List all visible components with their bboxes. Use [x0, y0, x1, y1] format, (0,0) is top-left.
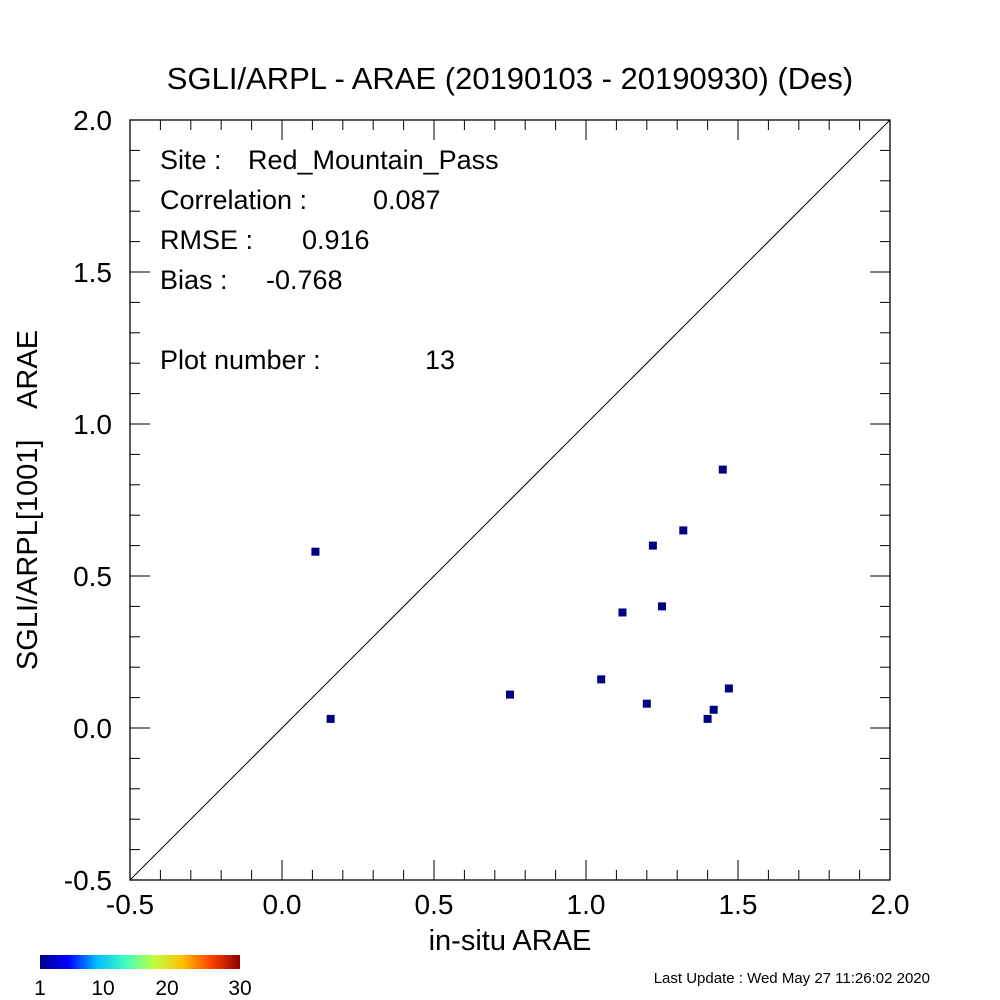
- site-label: Site :: [160, 145, 222, 175]
- data-point: [642, 699, 651, 708]
- bias-label: Bias :: [160, 265, 228, 295]
- data-point: [724, 684, 733, 693]
- correlation-label: Correlation :: [160, 185, 307, 215]
- x-tick-label: 0.5: [415, 889, 454, 920]
- bias-value: -0.768: [266, 265, 343, 295]
- x-tick-label: 1.5: [719, 889, 758, 920]
- y-tick-label: 0.5: [73, 561, 112, 592]
- y-tick-label: 2.0: [73, 105, 112, 136]
- x-tick-label: 1.0: [567, 889, 606, 920]
- colorbar-labels: 1 10 20 30: [34, 977, 252, 1000]
- data-point: [506, 690, 514, 699]
- rmse-value: 0.916: [302, 225, 370, 255]
- last-update-text: Last Update : Wed May 27 11:26:02 2020: [654, 970, 930, 987]
- tick-labels: -0.5 0.0 0.5 1.0 1.5 2.0 -0.5 0.0 0.5 1.0 1.5 2.0: [64, 105, 910, 920]
- colorbar-tick-label: 20: [155, 977, 178, 1000]
- colorbar: [40, 955, 240, 969]
- y-tick-label: 1.0: [73, 409, 112, 440]
- colorbar-tick-label: 1: [34, 977, 46, 1000]
- data-point: [326, 714, 335, 723]
- x-tick-label: -0.5: [106, 889, 154, 920]
- data-point: [311, 547, 320, 556]
- y-tick-label: 1.5: [73, 257, 112, 288]
- x-tick-label: 2.0: [871, 889, 910, 920]
- data-points: [311, 465, 733, 723]
- plot-frame: [129, 119, 891, 881]
- data-point: [648, 541, 657, 550]
- site-value: Red_Mountain_Pass: [248, 145, 499, 175]
- data-point: [658, 602, 666, 611]
- correlation-value: 0.087: [373, 185, 441, 215]
- y-tick-label: -0.5: [64, 865, 112, 896]
- plot-number-value: 13: [425, 345, 455, 375]
- plot-number-label: Plot number :: [160, 345, 321, 375]
- data-point: [709, 705, 718, 714]
- data-point: [679, 526, 688, 535]
- colorbar-tick-label: 30: [228, 977, 251, 1000]
- y-axis-title: SGLI/ARPL[1001] ARAE: [12, 330, 44, 670]
- data-point: [703, 714, 712, 723]
- chart-title: SGLI/ARPL - ARAE (20190103 - 20190930) (…: [167, 61, 853, 96]
- stats-block: Site : Red_Mountain_Pass Correlation : 0…: [160, 145, 499, 375]
- x-tick-label: 0.0: [263, 889, 302, 920]
- rmse-label: RMSE :: [160, 225, 253, 255]
- colorbar-tick-label: 10: [91, 977, 114, 1000]
- data-point: [618, 608, 627, 617]
- one-to-one-line: [129, 119, 891, 881]
- data-point: [718, 465, 727, 474]
- x-axis-title: in-situ ARAE: [429, 925, 592, 957]
- data-point: [597, 675, 606, 684]
- y-tick-label: 0.0: [73, 713, 112, 744]
